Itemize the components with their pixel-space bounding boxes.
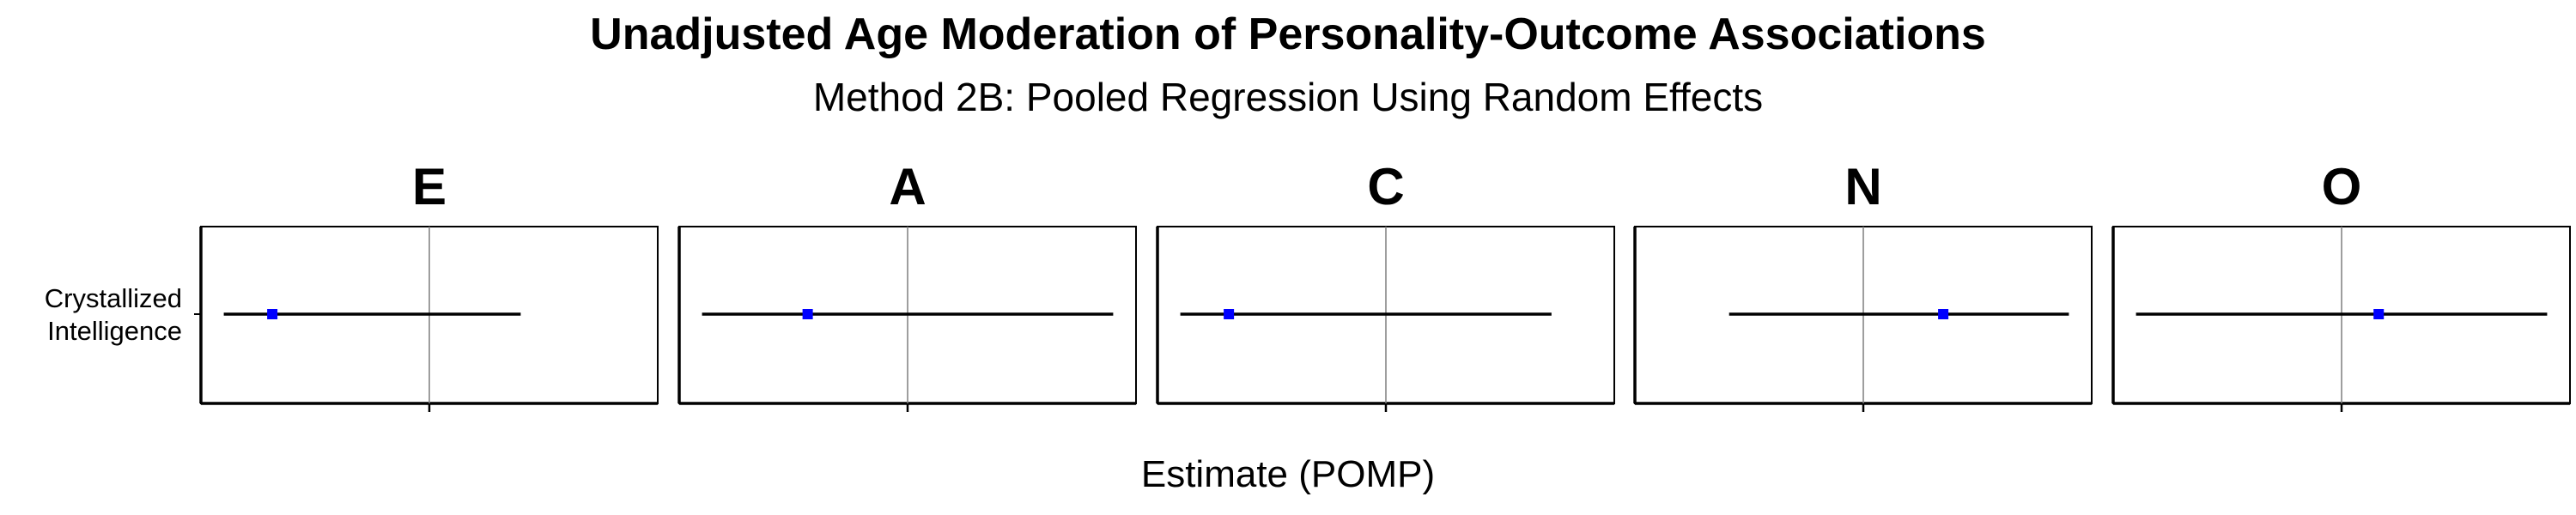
point-estimate [802,309,813,319]
facet-title: E [412,158,447,215]
facet-title: N [1844,158,1881,215]
point-estimate [1938,309,1949,319]
y-tick-label: Crystallized Intelligence [45,283,182,346]
point-estimate [1224,309,1235,319]
y-tick-label-line: Intelligence [47,316,182,346]
x-axis-label: Estimate (POMP) [1140,453,1436,495]
point-estimate [267,309,278,319]
point-estimate [2373,309,2385,319]
facet-title: O [2322,158,2362,215]
chart-title: Unadjusted Age Moderation of Personality… [590,9,1986,59]
chart-subtitle: Method 2B: Pooled Regression Using Rando… [812,75,1764,119]
facet-title: C [1367,158,1404,215]
facet-title: A [889,158,926,215]
y-tick-label-line: Crystallized [45,283,182,313]
